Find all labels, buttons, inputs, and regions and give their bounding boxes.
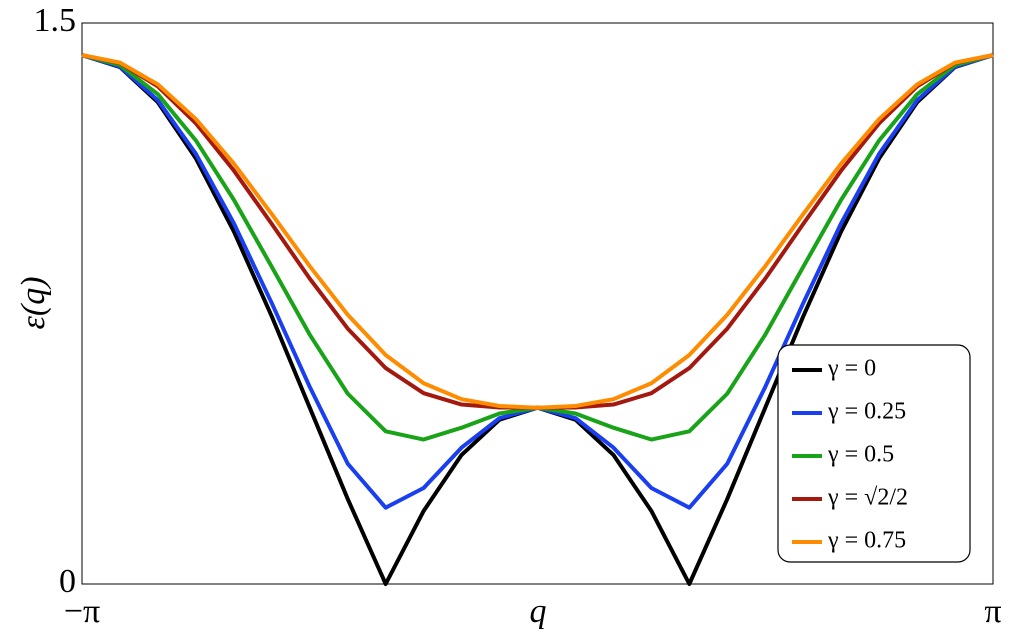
x-tick-label: −π [64, 593, 100, 630]
y-tick-label: 1.5 [34, 2, 77, 39]
y-tick-label: 0 [59, 563, 76, 600]
legend-label: γ = 0.5 [827, 442, 894, 468]
legend-label: γ = √2/2 [827, 485, 908, 511]
legend-label: γ = 0 [827, 356, 876, 382]
x-tick-label: π [984, 593, 1001, 630]
x-axis-label: q [530, 593, 547, 630]
plot-frame [81, 22, 994, 585]
legend-box [777, 344, 971, 563]
legend-label: γ = 0.25 [827, 399, 906, 425]
y-axis-label: ε(q) [15, 276, 52, 329]
series-line [81, 53, 994, 410]
legend-label: γ = 0.75 [827, 528, 906, 554]
